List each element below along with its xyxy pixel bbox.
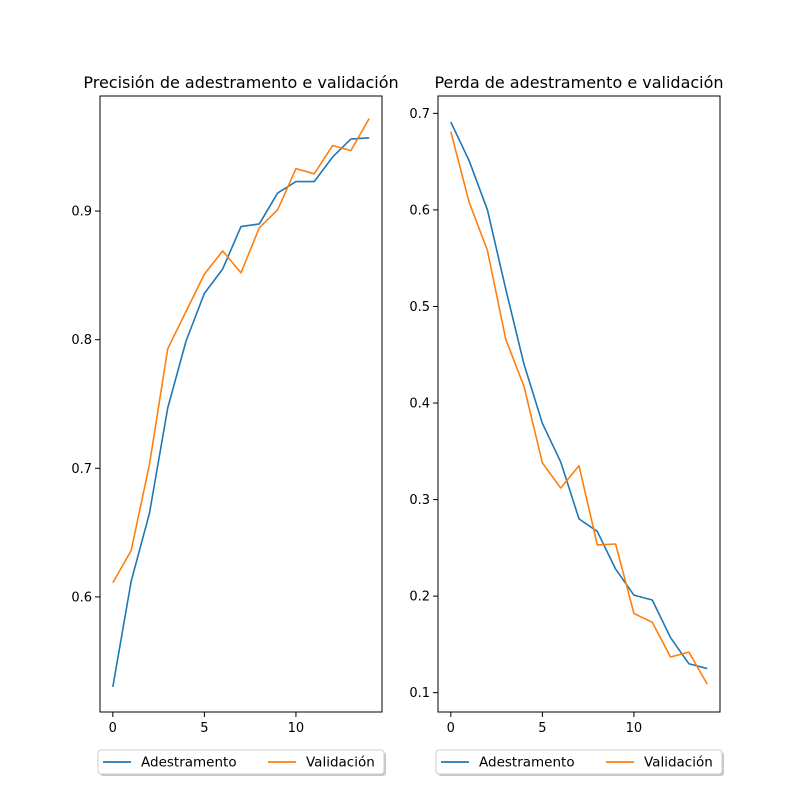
y-tick-label: 0.4: [409, 397, 430, 412]
legend-label: Adestramento: [141, 755, 237, 771]
y-tick-label: 0.6: [409, 203, 430, 218]
x-tick-label: 10: [626, 721, 643, 736]
y-tick-label: 0.5: [409, 300, 430, 315]
legend-label: Validación: [306, 755, 375, 771]
x-tick-label: 0: [109, 721, 117, 736]
x-tick-label: 5: [538, 721, 546, 736]
chart-title: Perda de adestramento e validación: [434, 73, 723, 92]
legend-box: [97, 749, 385, 775]
plot-frame: [99, 95, 383, 713]
plot-frame: [437, 95, 721, 713]
chart-loss: Perda de adestramento e validación 0 5 10 0.…: [409, 73, 724, 776]
x-tick-label: 10: [288, 721, 305, 736]
y-tick-label: 0.7: [409, 107, 430, 122]
chart-title: Precisión de adestramento e validación: [83, 73, 398, 92]
legend: Adestramento Validación: [97, 749, 386, 776]
x-tick-label: 5: [200, 721, 208, 736]
legend-label: Adestramento: [479, 755, 575, 771]
series-line-validación: [450, 131, 708, 685]
y-tick-label: 0.7: [71, 462, 92, 477]
y-tick-label: 0.8: [71, 333, 92, 348]
series-line-adestramento: [112, 137, 370, 688]
legend-label: Validación: [644, 755, 713, 771]
y-tick-label: 0.1: [409, 686, 430, 701]
y-tick-label: 0.2: [409, 590, 430, 605]
y-tick-label: 0.9: [71, 205, 92, 220]
x-tick-label: 0: [447, 721, 455, 736]
legend-box: [435, 749, 723, 775]
legend: Adestramento Validación: [435, 749, 724, 776]
series-line-adestramento: [450, 121, 708, 670]
series-line-validación: [112, 118, 370, 584]
y-tick-label: 0.6: [71, 590, 92, 605]
y-tick-label: 0.3: [409, 493, 430, 508]
chart-accuracy: Precisión de adestramento e validación 0 5…: [71, 73, 399, 776]
